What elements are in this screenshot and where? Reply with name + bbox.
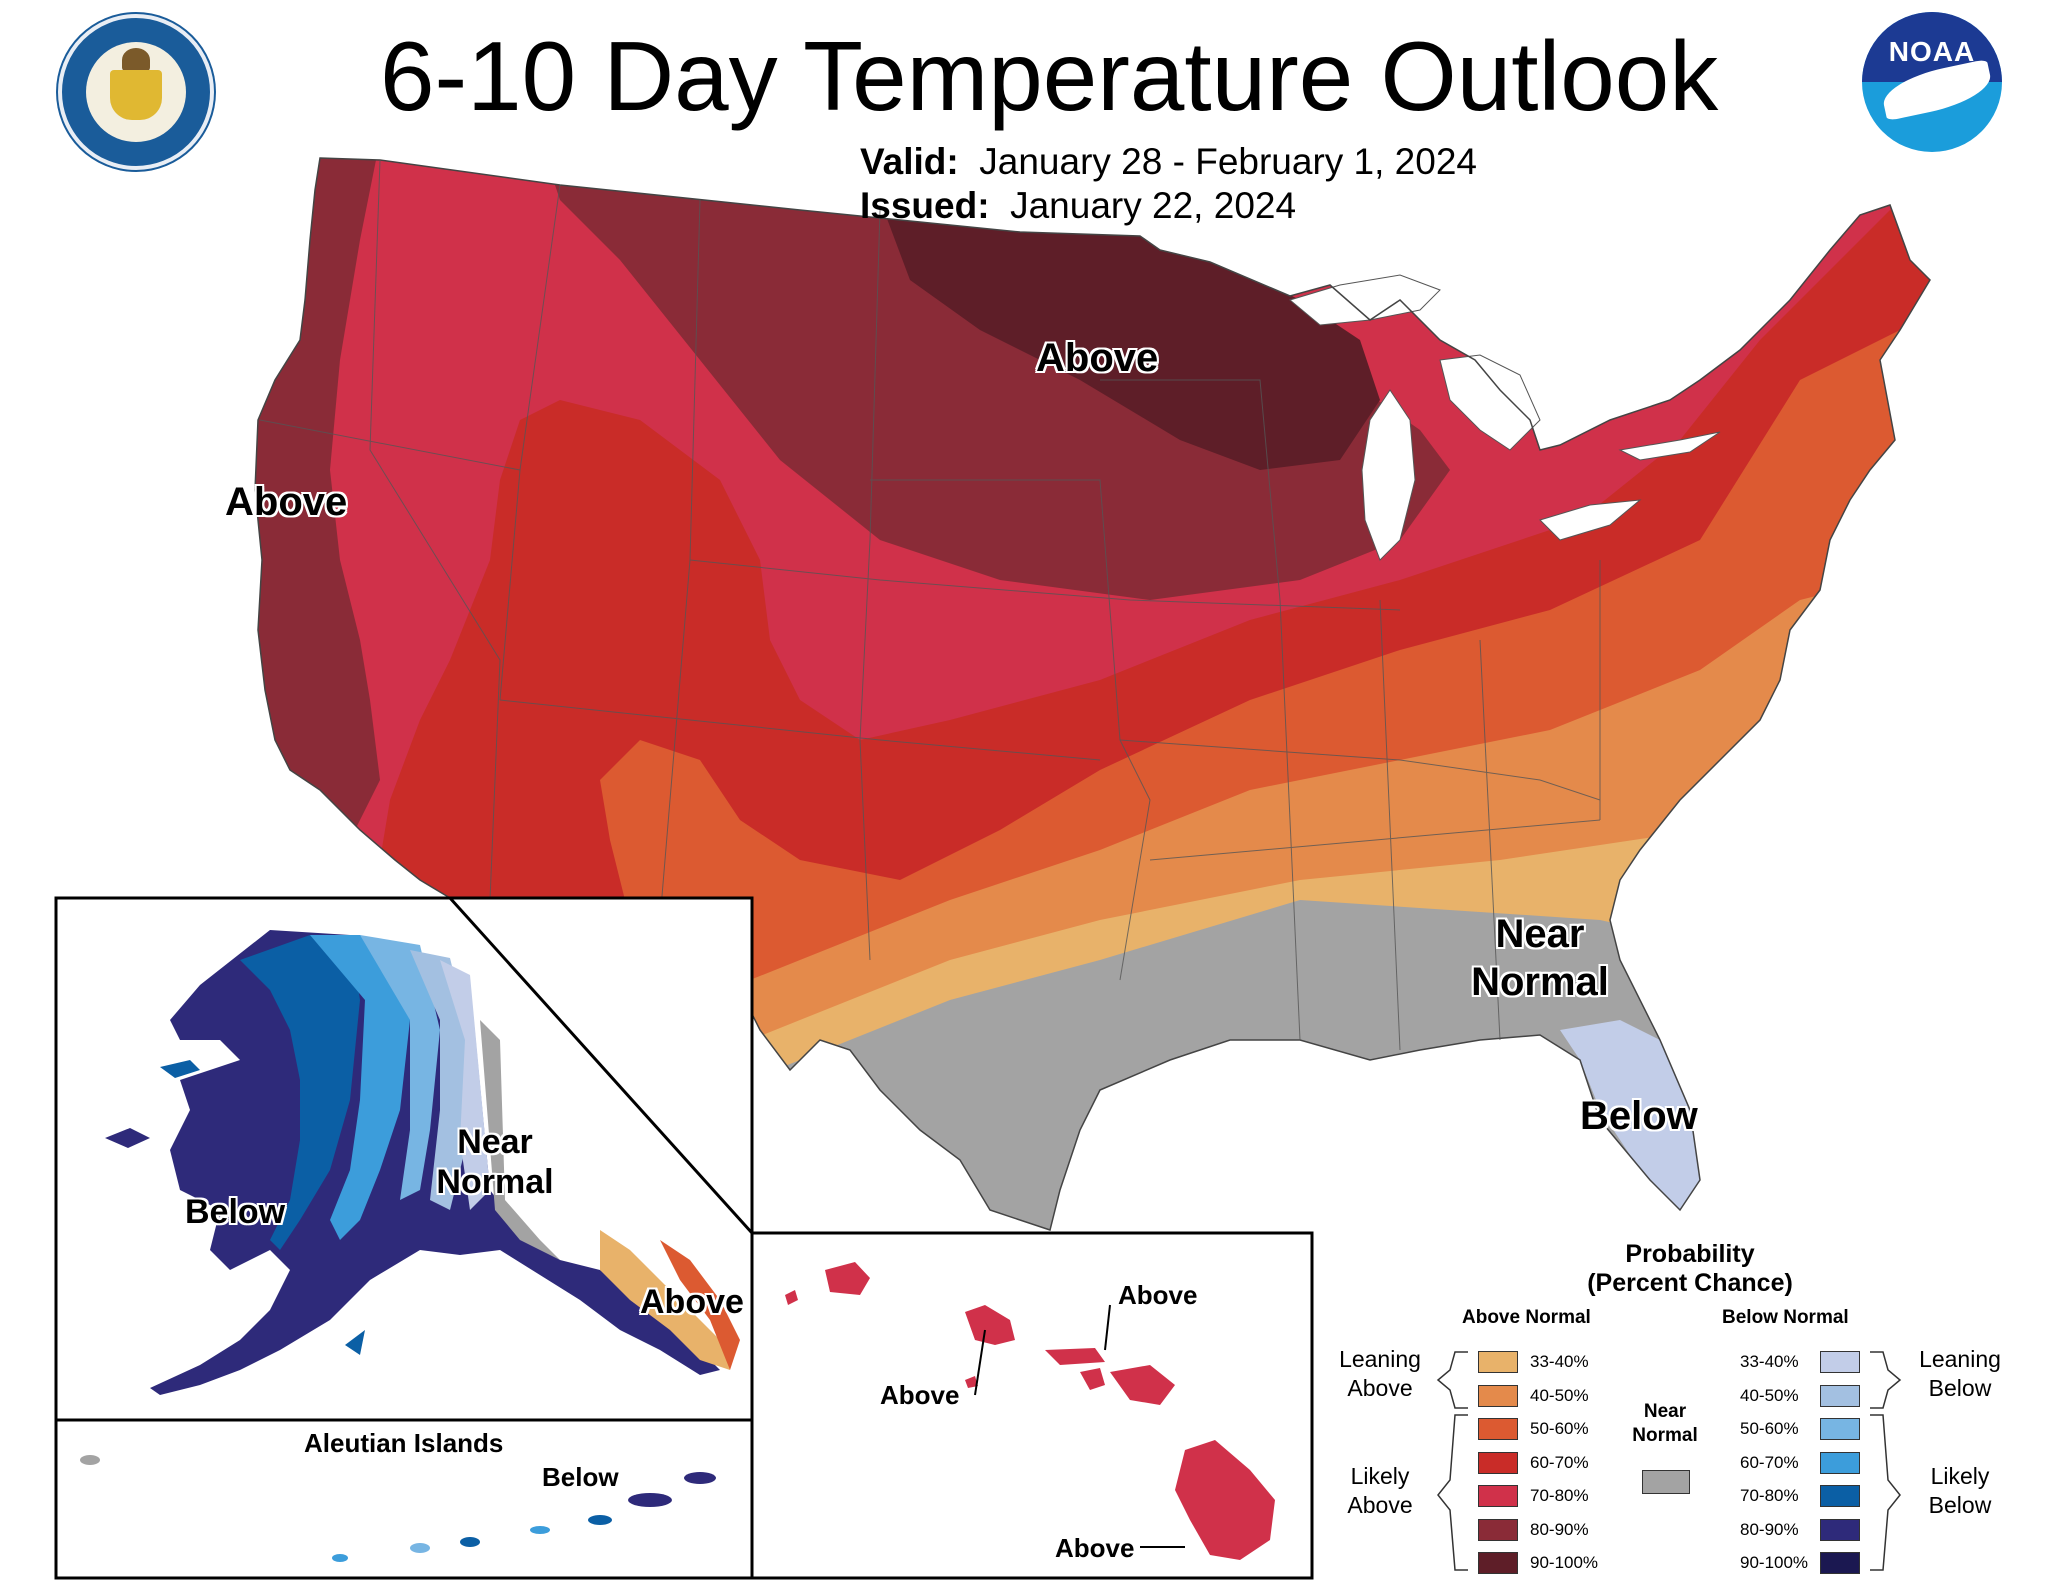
label-above-oahu: Above	[880, 1380, 960, 1410]
likely-below-line-2: Below	[1928, 1492, 1992, 1518]
near-normal-line-1: Near	[1643, 1401, 1687, 1422]
legend-above-row: 33-40%	[1478, 1350, 1589, 1374]
legend-row-label: 50-60%	[1740, 1419, 1799, 1438]
leaning-below-line-1: Leaning	[1919, 1346, 2001, 1372]
legend-likely-below: Likely Below	[1905, 1462, 2015, 1520]
near-normal-line-2: Normal	[1632, 1425, 1698, 1446]
legend-swatch	[1478, 1418, 1518, 1440]
legend-below-row: 90-100%	[1740, 1551, 1860, 1575]
leaning-above-line-2: Above	[1347, 1375, 1413, 1401]
legend-above-header: Above Normal	[1462, 1307, 1591, 1328]
legend-swatch	[1820, 1384, 1860, 1407]
legend-above-row: 40-50%	[1478, 1384, 1589, 1408]
label-above-big-island: Above	[1055, 1533, 1135, 1563]
noaa-logo: NOAA	[1862, 12, 2002, 152]
ship-icon	[110, 70, 162, 120]
label-above-kauai: Above	[1118, 1280, 1198, 1310]
legend-swatch	[1478, 1485, 1518, 1507]
label-above-north-central: Above	[1036, 336, 1159, 380]
date-block: Valid: January 28 - February 1, 2024 Iss…	[860, 140, 1477, 228]
legend-row-label: 80-90%	[1740, 1519, 1799, 1539]
aleutian-title: Aleutian Islands	[304, 1428, 504, 1458]
legend-below-row: 60-70%	[1740, 1451, 1860, 1475]
legend-row-label: 80-90%	[1530, 1519, 1589, 1539]
issued-label: Issued:	[860, 185, 990, 226]
valid-value: January 28 - February 1, 2024	[979, 141, 1477, 182]
legend-leaning-below: Leaning Below	[1905, 1345, 2015, 1403]
legend-swatch	[1478, 1384, 1518, 1407]
legend-below-row: 40-50%	[1740, 1384, 1860, 1408]
label-above-west-coast: Above	[225, 480, 348, 524]
legend-swatch-near-normal	[1642, 1470, 1690, 1494]
ak-near-line-1: Near	[457, 1123, 533, 1161]
leaning-below-line-2: Below	[1928, 1375, 1992, 1401]
label-near-normal-alaska: Near Normal	[435, 1122, 555, 1202]
legend-below-row: 50-60%	[1740, 1417, 1860, 1441]
legend-swatch	[1478, 1351, 1518, 1373]
label-near-normal-southeast: Near Normal	[1470, 910, 1610, 1006]
legend-row-label: 60-70%	[1740, 1452, 1799, 1472]
noaa-logo-text: NOAA	[1888, 36, 1976, 67]
likely-above-line-2: Above	[1347, 1492, 1413, 1518]
legend-swatch	[1478, 1451, 1518, 1474]
legend-swatch	[1820, 1552, 1860, 1574]
valid-line: Valid: January 28 - February 1, 2024	[860, 140, 1477, 184]
legend-row-label: 70-80%	[1740, 1486, 1799, 1505]
label-below-alaska: Below	[185, 1193, 286, 1231]
legend-row-label: 40-50%	[1740, 1385, 1799, 1405]
issued-value: January 22, 2024	[1010, 185, 1297, 226]
near-line-1: Near	[1495, 912, 1585, 956]
label-above-alaska-southeast: Above	[640, 1283, 744, 1321]
likely-below-line-1: Likely	[1930, 1463, 1990, 1489]
label-below-florida: Below	[1580, 1094, 1698, 1138]
legend-swatch	[1478, 1518, 1518, 1541]
label-below-aleutian: Below	[542, 1462, 619, 1492]
legend-row-label: 70-80%	[1530, 1486, 1589, 1505]
valid-label: Valid:	[860, 141, 959, 182]
legend-title-line-1: Probability	[1625, 1240, 1755, 1268]
legend-title-line-2: (Percent Chance)	[1587, 1269, 1793, 1297]
legend-swatch	[1820, 1418, 1860, 1440]
legend-near-normal: Near Normal	[1620, 1400, 1710, 1448]
legend-above-row: 70-80%	[1478, 1484, 1589, 1508]
near-line-2: Normal	[1471, 960, 1609, 1004]
commerce-seal-logo	[58, 14, 214, 170]
legend-row-label: 33-40%	[1530, 1352, 1589, 1371]
legend-below-row: 33-40%	[1740, 1350, 1860, 1374]
legend-row-label: 33-40%	[1740, 1352, 1799, 1371]
legend-likely-above: Likely Above	[1325, 1462, 1435, 1520]
legend-row-label: 40-50%	[1530, 1385, 1589, 1405]
legend-row-label: 90-100%	[1740, 1553, 1809, 1572]
legend-row-label: 50-60%	[1530, 1419, 1589, 1438]
legend-below-header: Below Normal	[1722, 1307, 1849, 1328]
legend-row-label: 90-100%	[1530, 1553, 1599, 1572]
likely-above-line-1: Likely	[1350, 1463, 1410, 1489]
legend-above-row: 90-100%	[1478, 1551, 1598, 1575]
legend-above-row: 60-70%	[1478, 1451, 1589, 1475]
legend-title: Probability (Percent Chance)	[1550, 1240, 1830, 1298]
ak-near-line-2: Normal	[436, 1163, 554, 1201]
legend-row-label: 60-70%	[1530, 1452, 1589, 1472]
legend-below-row: 80-90%	[1740, 1518, 1860, 1542]
issued-line: Issued: January 22, 2024	[860, 184, 1477, 228]
legend-above-row: 80-90%	[1478, 1518, 1589, 1542]
legend-leaning-above: Leaning Above	[1325, 1345, 1435, 1403]
legend-swatch	[1820, 1518, 1860, 1541]
legend-swatch	[1820, 1451, 1860, 1474]
leaning-above-line-1: Leaning	[1339, 1346, 1421, 1372]
eagle-icon	[122, 48, 150, 72]
page-title: 6-10 Day Temperature Outlook	[380, 21, 1719, 131]
legend-above-row: 50-60%	[1478, 1417, 1589, 1441]
legend-swatch	[1820, 1351, 1860, 1373]
legend-swatch	[1820, 1485, 1860, 1507]
legend-swatch	[1478, 1552, 1518, 1574]
legend-below-row: 70-80%	[1740, 1484, 1860, 1508]
